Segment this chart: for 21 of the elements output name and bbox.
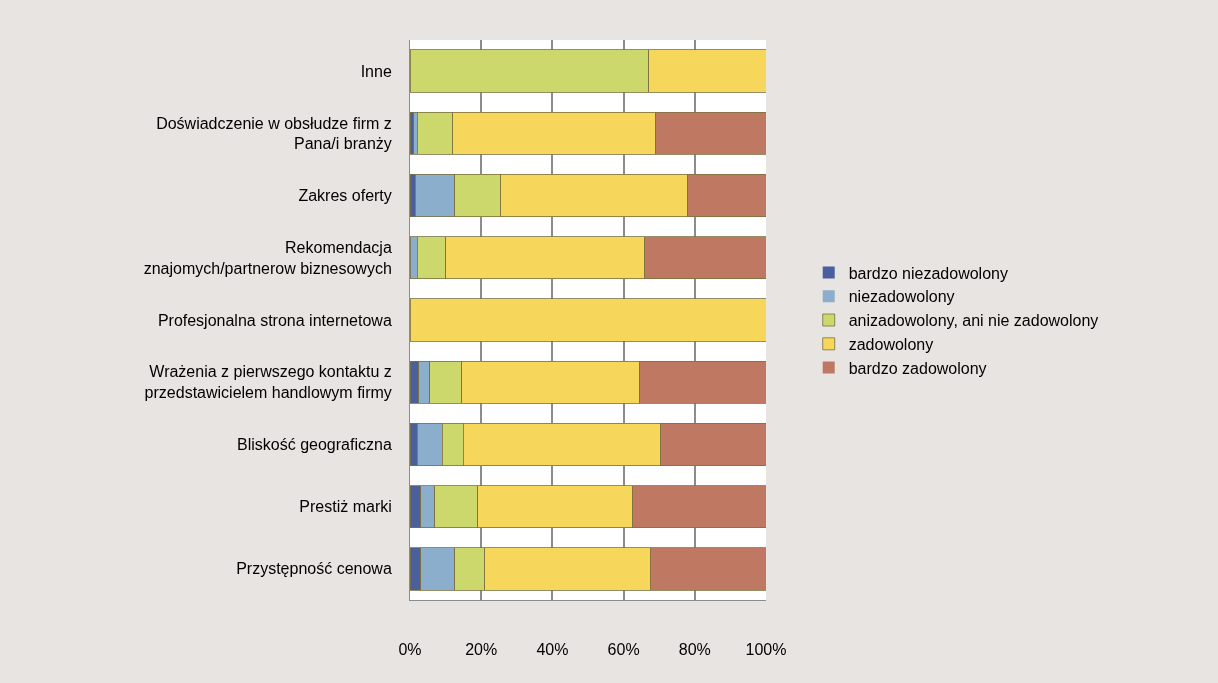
y-tick-label: Przystępność cenowa [236,560,392,578]
y-tick-label: Prestiż marki [299,498,392,516]
x-tick-label: 0% [398,641,422,659]
y-tick-label: Zakres oferty [298,187,392,205]
legend-label: anizadowolony, ani nie zadowolony [848,312,1099,330]
y-tick-label: Wrażenia z pierwszego kontaktu z przedstawicielem handlowym firmy [144,363,392,402]
y-tick-label: Bliskość geograficzna [237,436,392,454]
y-tick-label: Inne [360,62,392,80]
x-tick-label: 40% [536,641,569,659]
legend-label: bardzo zadowolony [848,359,987,377]
y-tick-label: Doświadczenie w obsłudze firm z Pana/i branży [156,114,392,153]
x-tick-label: 80% [678,641,711,659]
x-tick-label: 20% [465,641,498,659]
legend-label: zadowolony [848,336,934,354]
y-tick-label: Rekomendacja znajomych/partnerow biznesowych [143,238,392,277]
bar [410,298,766,342]
x-tick-label: 100% [745,641,787,659]
legend-label: niezadowolony [848,288,955,306]
legend-label: bardzo niezadowolony [848,264,1008,282]
y-tick-label: Profesjonalna strona internetowa [157,311,392,329]
x-tick-label: 60% [607,641,640,659]
